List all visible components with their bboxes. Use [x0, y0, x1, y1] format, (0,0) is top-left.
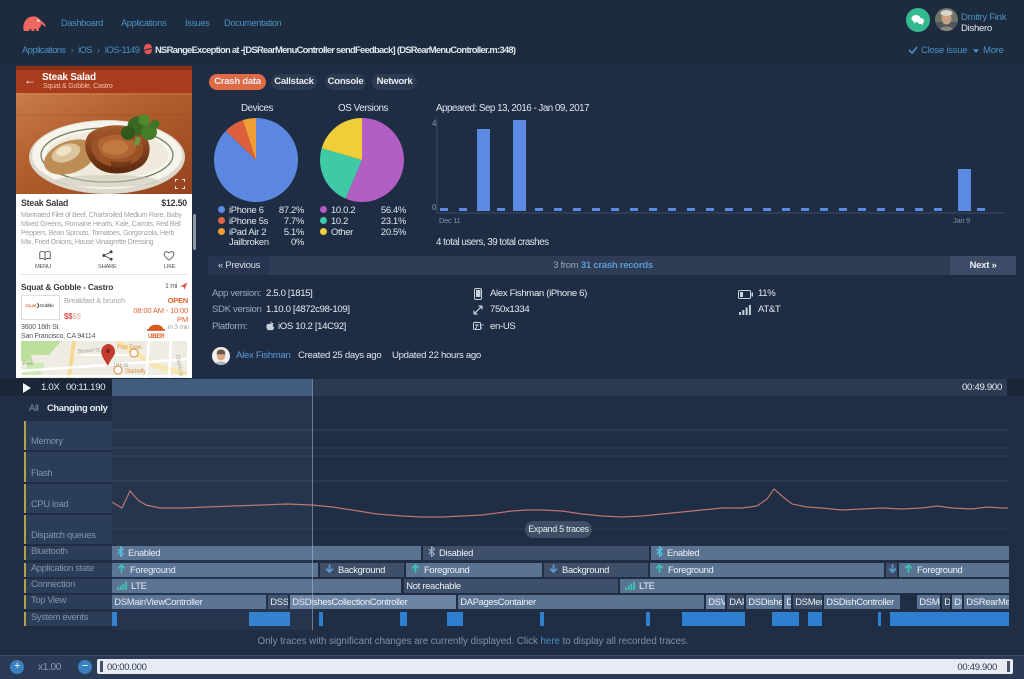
svg-text:Jan 9: Jan 9 — [953, 216, 970, 225]
svg-text:Park: Park — [23, 361, 34, 367]
svg-text:16th St: 16th St — [113, 363, 129, 369]
svg-text:0: 0 — [432, 203, 437, 212]
svg-text:Finn Town: Finn Town — [117, 345, 142, 351]
svg-text:4: 4 — [432, 119, 437, 128]
svg-text:Dec 11: Dec 11 — [439, 216, 461, 225]
svg-text:Starbelly: Starbelly — [125, 369, 146, 375]
svg-text:Beaver St: Beaver St — [78, 347, 101, 355]
svg-text:Church St: Church St — [174, 354, 184, 377]
